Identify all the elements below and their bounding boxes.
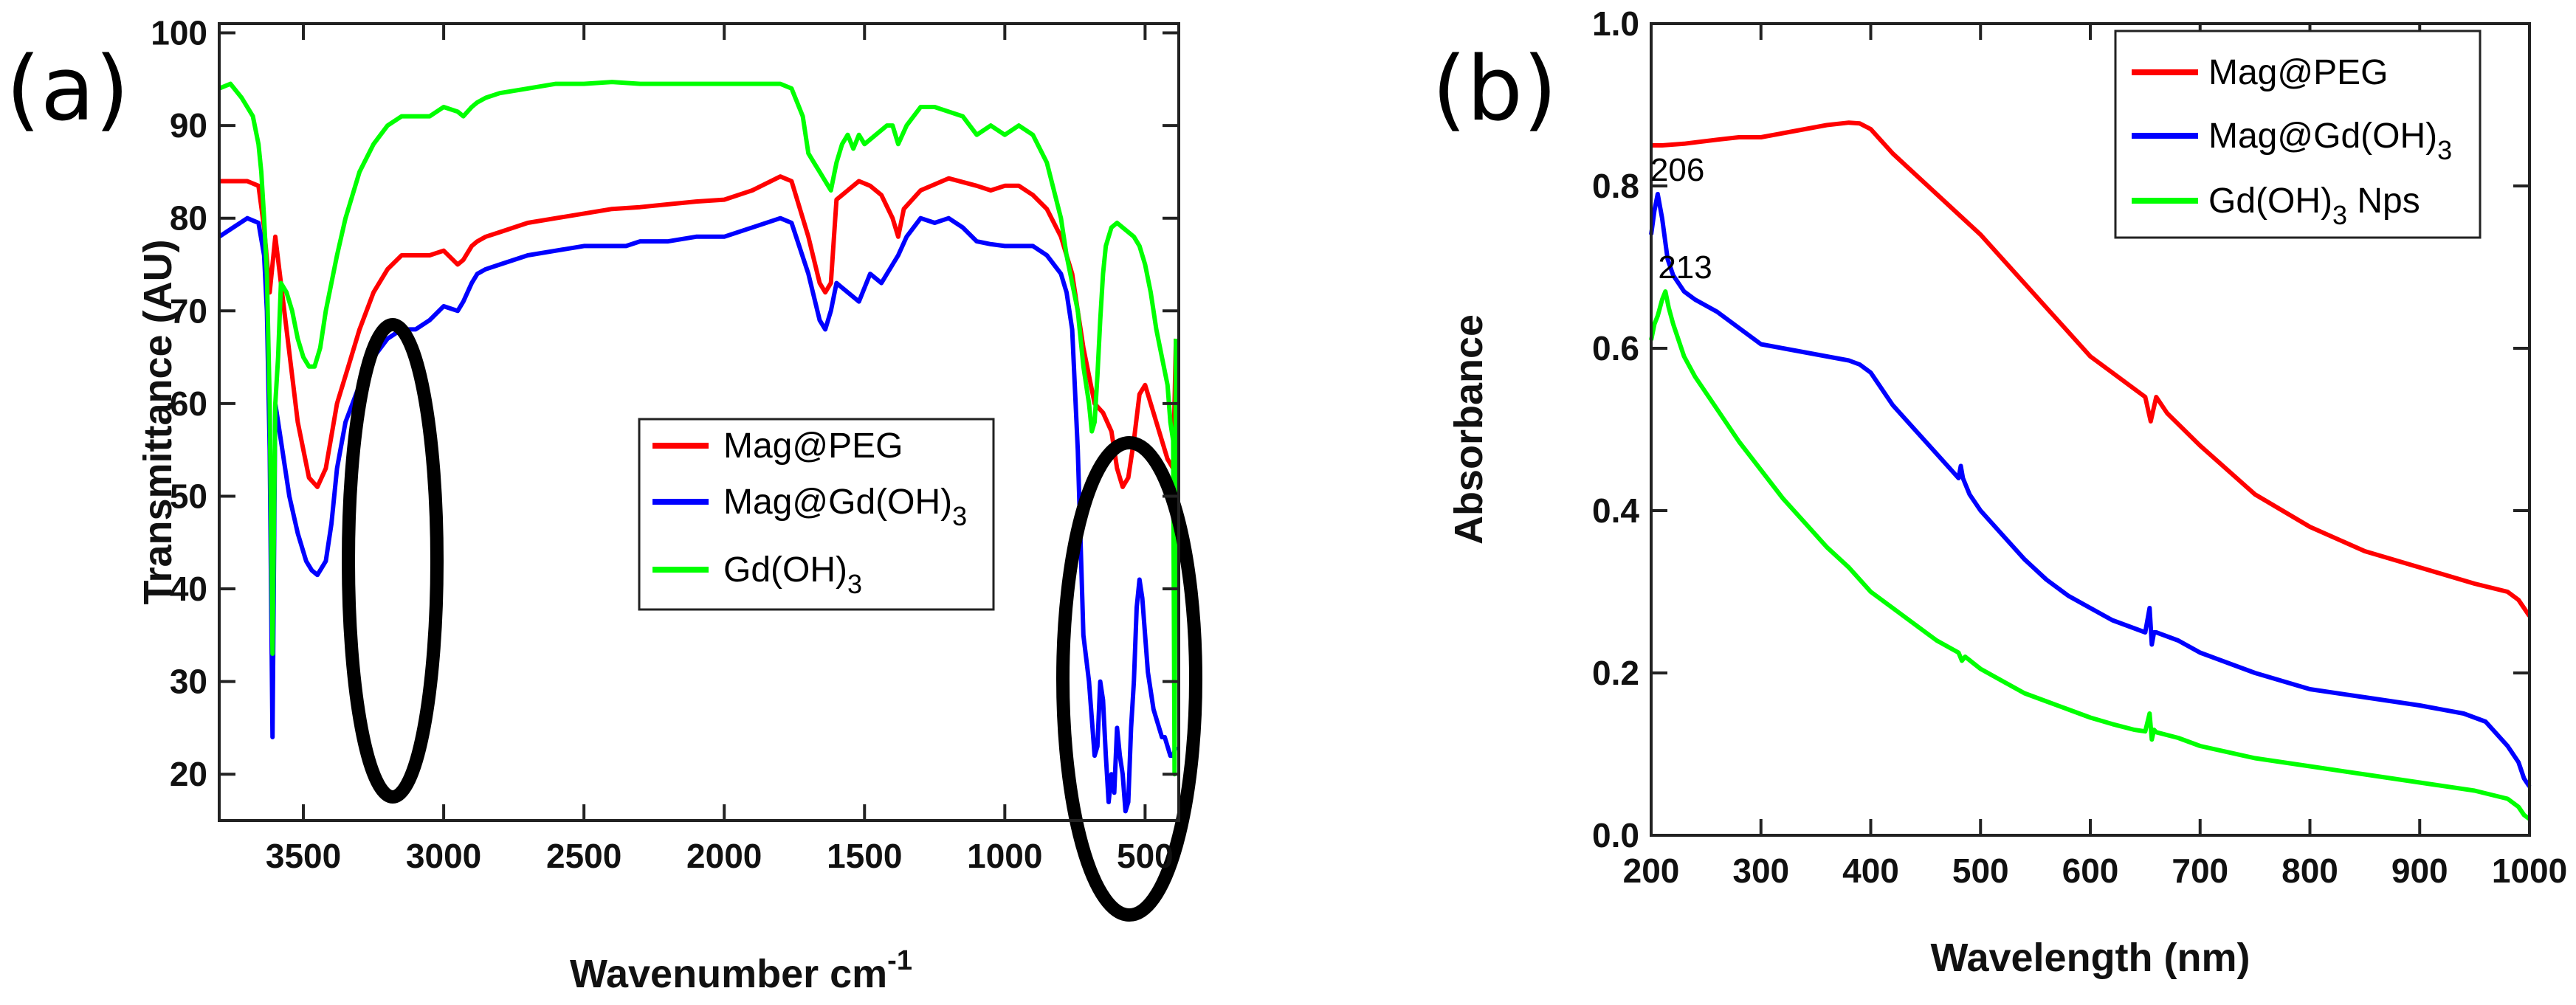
x-tick-label: 300 [1732, 852, 1789, 890]
y-tick-label: 50 [170, 477, 207, 515]
series-line-mag-gd-oh-3 [218, 215, 1179, 814]
legend-label-b-mag-peg: Mag@PEG [2208, 53, 2388, 92]
panel-a-x-ticks: 3500 3000 2500 2000 1500 1000 500 [266, 24, 1174, 875]
x-tick-label: 200 [1623, 852, 1680, 890]
panel-a-legend-box [638, 418, 995, 611]
panel-a-frame [218, 22, 1180, 822]
x-tick-label: 2000 [686, 837, 762, 875]
panel-b-legend: Mag@PEG Mag@Gd(OH)3 Gd(OH)3 Nps [2114, 30, 2482, 239]
series-line-gd-oh-3 [218, 80, 1179, 777]
panel-a-y-ticks: 20 30 40 50 60 70 80 90 100 [151, 14, 1179, 793]
panel-b-x-axis-title: Wavelength (nm) [1930, 936, 2250, 980]
x-tick-label: 1000 [2492, 852, 2567, 890]
x-tick-label: 900 [2391, 852, 2448, 890]
legend-label-b-mag-gdoh3: Mag@Gd(OH)3 [2208, 117, 2452, 165]
legend-label-b-gdoh3-nps: Gd(OH)3 Nps [2208, 182, 2420, 230]
panel-b-y-ticks: 0.0 0.2 0.4 0.6 0.8 1.0 [1592, 4, 2529, 854]
series-line-gd-oh-3-nps [1649, 289, 2531, 821]
y-tick-label: 100 [151, 14, 207, 52]
x-tick-label: 400 [1842, 852, 1899, 890]
y-tick-label: 0.0 [1592, 816, 1639, 854]
x-tick-label: 500 [1952, 852, 2009, 890]
panel-b-x-ticks: 200 300 400 500 600 700 800 900 1000 [1623, 24, 2567, 890]
x-tick-label: 1000 [967, 837, 1042, 875]
panel-b-label: (b) [1432, 38, 1557, 141]
x-tick-label: 3500 [266, 837, 341, 875]
panel-a: (a) 20 30 40 50 60 70 80 90 100 3500 3000 2500 2000… [6, 14, 1202, 996]
panel-b: (b) 0.0 0.2 0.4 0.6 0.8 1.0 200 300 400 500 600 70… [1432, 4, 2567, 980]
panel-a-legend: Mag@PEG Mag@Gd(OH)3 Gd(OH)3 [638, 418, 995, 611]
series-line-mag-peg [1651, 120, 2532, 618]
y-tick-label: 90 [170, 106, 207, 145]
peak-label-213: 213 [1658, 249, 1712, 286]
panel-a-series [218, 80, 1179, 814]
panel-a-y-axis-title: Transmittance (AU) [136, 239, 180, 604]
panel-b-y-axis-title: Absorbance [1447, 314, 1491, 545]
series-line-mag-gd-oh-3 [1649, 192, 2532, 788]
legend-label-mag-peg: Mag@PEG [723, 426, 903, 466]
x-tick-label: 700 [2172, 852, 2228, 890]
ellipse-annotation-right [1056, 436, 1202, 922]
y-tick-label: 30 [170, 663, 207, 701]
legend-label-mag-gdoh3: Mag@Gd(OH)3 [723, 483, 967, 531]
y-tick-label: 0.2 [1592, 654, 1639, 692]
x-tick-label: 600 [2062, 852, 2119, 890]
peak-label-206: 206 [1650, 152, 1704, 188]
y-tick-label: 70 [170, 291, 207, 330]
y-tick-label: 1.0 [1592, 4, 1639, 43]
x-tick-label: 800 [2281, 852, 2338, 890]
y-tick-label: 0.6 [1592, 329, 1639, 367]
x-tick-label: 2500 [546, 837, 621, 875]
y-tick-label: 0.4 [1592, 491, 1639, 530]
panel-b-series [1649, 120, 2532, 821]
y-tick-label: 20 [170, 755, 207, 793]
x-tick-label: 500 [1117, 837, 1174, 875]
panel-a-label: (a) [6, 38, 129, 141]
y-tick-label: 40 [170, 570, 207, 608]
series-line-mag-peg [219, 174, 1179, 489]
panel-a-x-axis-title: Wavenumber cm-1 [570, 945, 912, 996]
x-tick-label: 1500 [827, 837, 902, 875]
y-tick-label: 60 [170, 384, 207, 423]
y-tick-label: 0.8 [1592, 167, 1639, 205]
y-tick-label: 80 [170, 199, 207, 238]
legend-label-gdoh3: Gd(OH)3 [723, 550, 862, 599]
ellipse-annotation-left [342, 318, 444, 804]
x-tick-label: 3000 [406, 837, 481, 875]
